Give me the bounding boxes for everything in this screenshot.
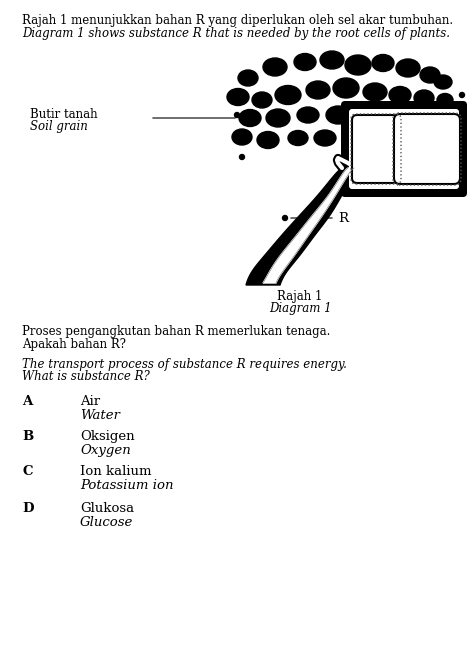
FancyBboxPatch shape — [394, 114, 460, 184]
Ellipse shape — [326, 106, 350, 124]
Ellipse shape — [227, 88, 249, 105]
Ellipse shape — [405, 107, 425, 122]
Text: Proses pengangkutan bahan R memerlukan tenaga.: Proses pengangkutan bahan R memerlukan t… — [22, 325, 330, 338]
Ellipse shape — [314, 130, 336, 146]
Ellipse shape — [288, 130, 308, 145]
Text: A: A — [22, 395, 32, 408]
Circle shape — [239, 155, 245, 160]
Ellipse shape — [294, 54, 316, 71]
Ellipse shape — [414, 90, 434, 106]
Polygon shape — [263, 168, 354, 283]
Text: R: R — [338, 212, 348, 225]
Text: Diagram 1: Diagram 1 — [269, 302, 331, 315]
Ellipse shape — [266, 109, 290, 127]
Ellipse shape — [306, 81, 330, 99]
Text: What is substance R?: What is substance R? — [22, 370, 150, 383]
Ellipse shape — [437, 94, 453, 107]
Ellipse shape — [257, 132, 279, 149]
Ellipse shape — [434, 75, 452, 89]
Text: C: C — [22, 465, 33, 478]
Ellipse shape — [263, 58, 287, 76]
Circle shape — [452, 109, 456, 115]
Text: Air: Air — [80, 395, 100, 408]
Text: Butir tanah: Butir tanah — [30, 108, 97, 121]
Text: Potassium ion: Potassium ion — [80, 479, 174, 492]
Text: Oxygen: Oxygen — [80, 444, 131, 457]
Ellipse shape — [372, 54, 394, 71]
Circle shape — [459, 92, 464, 98]
Polygon shape — [246, 168, 360, 285]
Ellipse shape — [432, 109, 448, 121]
Text: The transport process of substance R requires energy.: The transport process of substance R req… — [22, 358, 347, 371]
Ellipse shape — [345, 55, 371, 75]
Text: Glukosa: Glukosa — [80, 502, 134, 515]
Text: Rajah 1: Rajah 1 — [277, 290, 323, 303]
Ellipse shape — [238, 70, 258, 86]
Text: Ion kalium: Ion kalium — [80, 465, 151, 478]
Ellipse shape — [420, 67, 440, 83]
Ellipse shape — [252, 92, 272, 108]
FancyBboxPatch shape — [349, 109, 459, 189]
Text: Soil grain: Soil grain — [30, 120, 88, 133]
Ellipse shape — [389, 86, 411, 103]
Ellipse shape — [354, 109, 376, 126]
Ellipse shape — [275, 86, 301, 105]
Ellipse shape — [342, 132, 362, 147]
Circle shape — [282, 215, 288, 221]
Text: Water: Water — [80, 409, 120, 422]
Ellipse shape — [239, 109, 261, 126]
FancyBboxPatch shape — [352, 115, 400, 183]
Text: Diagram 1 shows substance R that is needed by the root cells of plants.: Diagram 1 shows substance R that is need… — [22, 27, 450, 40]
Ellipse shape — [320, 51, 344, 69]
Ellipse shape — [232, 129, 252, 145]
Ellipse shape — [333, 78, 359, 98]
Circle shape — [352, 153, 358, 157]
Ellipse shape — [380, 110, 400, 126]
Circle shape — [235, 113, 239, 117]
Text: Rajah 1 menunjukkan bahan R yang diperlukan oleh sel akar tumbuhan.: Rajah 1 menunjukkan bahan R yang diperlu… — [22, 14, 453, 27]
FancyBboxPatch shape — [341, 101, 467, 197]
Ellipse shape — [396, 59, 420, 77]
Text: Apakah bahan R?: Apakah bahan R? — [22, 338, 126, 351]
Text: Oksigen: Oksigen — [80, 430, 135, 443]
Text: B: B — [22, 430, 33, 443]
Text: D: D — [22, 502, 34, 515]
Ellipse shape — [363, 83, 387, 101]
Text: Glucose: Glucose — [80, 516, 133, 529]
Ellipse shape — [297, 107, 319, 123]
